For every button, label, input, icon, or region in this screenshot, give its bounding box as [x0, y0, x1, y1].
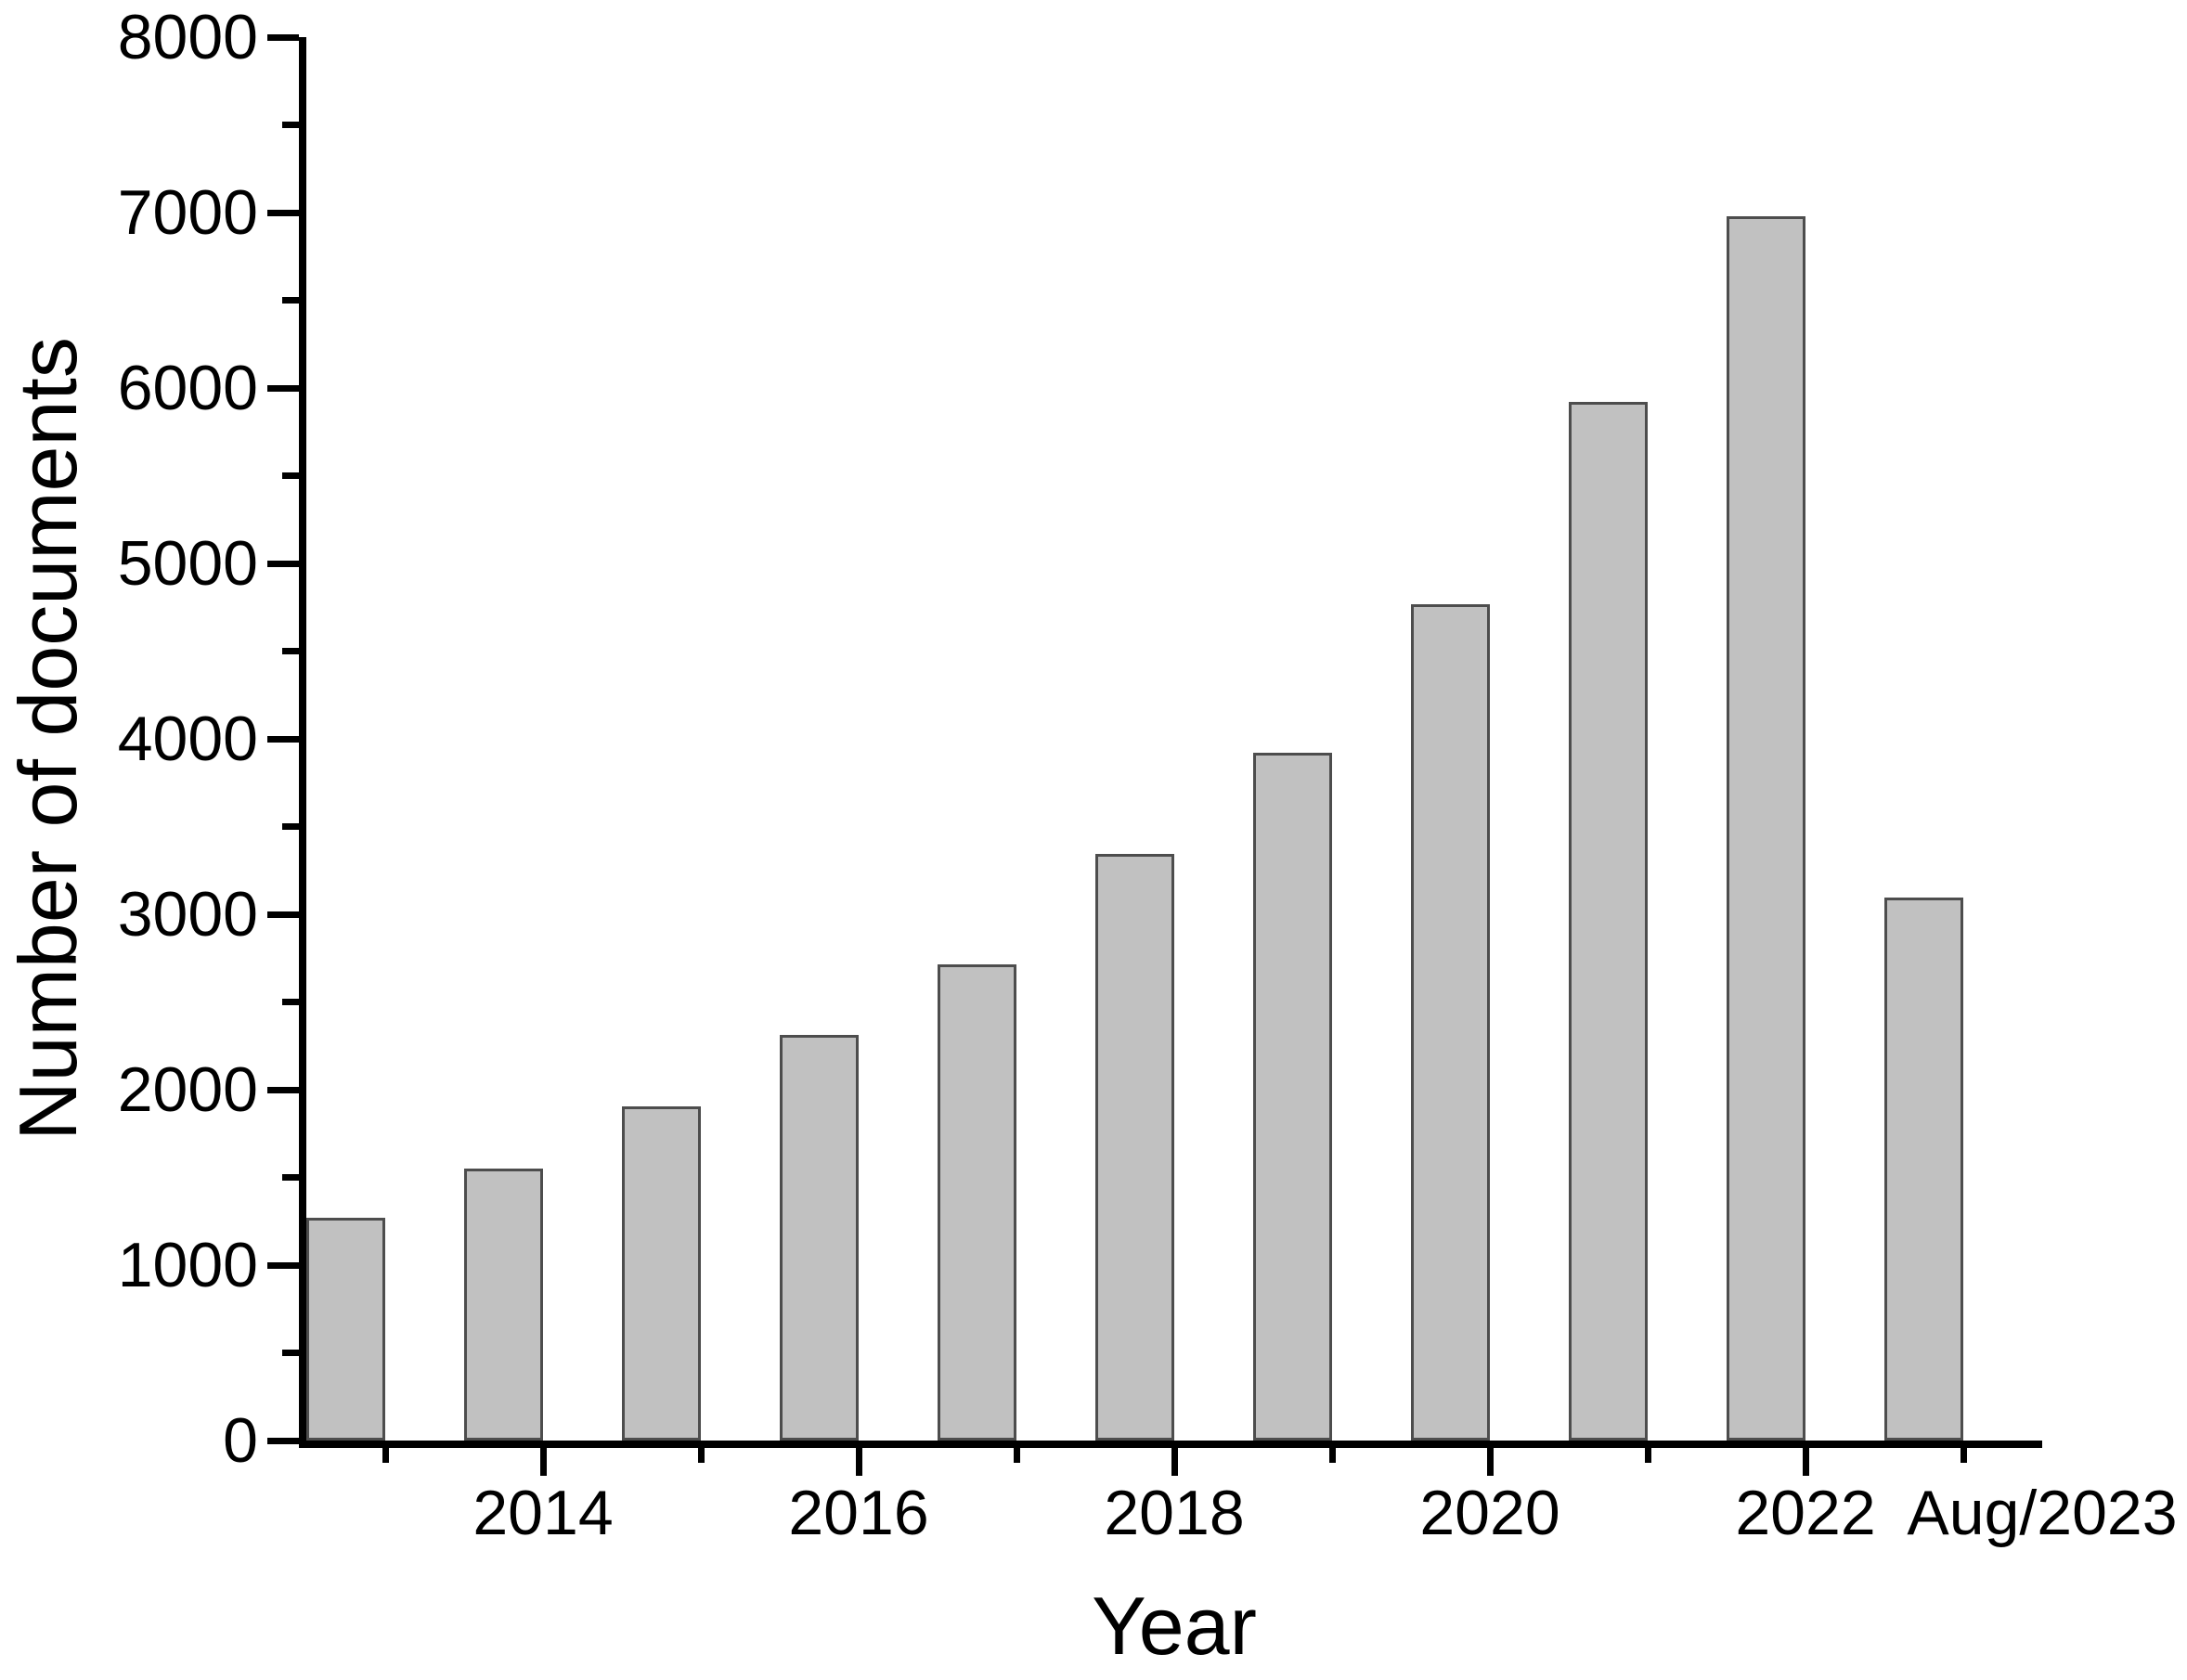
- y-minor-tick: [282, 1174, 299, 1181]
- y-major-tick: [267, 735, 299, 743]
- y-tick-label: 5000: [117, 528, 258, 599]
- bar: [1253, 753, 1332, 1441]
- y-minor-tick: [282, 122, 299, 128]
- bar: [938, 963, 1016, 1441]
- y-tick-label: 0: [223, 1405, 258, 1476]
- y-major-tick: [267, 384, 299, 392]
- x-minor-tick: [697, 1448, 705, 1463]
- y-major-tick: [267, 1261, 299, 1269]
- y-tick-label: 7000: [117, 177, 258, 248]
- x-tick-label: 2016: [788, 1478, 929, 1548]
- y-minor-tick: [282, 472, 299, 479]
- y-major-tick: [267, 1086, 299, 1093]
- x-minor-tick: [1960, 1448, 1967, 1463]
- y-tick-label: 8000: [117, 2, 258, 72]
- x-tick-label: Aug/2023: [1907, 1478, 2178, 1548]
- y-tick-label: 6000: [117, 353, 258, 423]
- y-tick-label: 2000: [117, 1054, 258, 1125]
- x-major-tick: [1486, 1448, 1494, 1476]
- x-minor-tick: [1644, 1448, 1651, 1463]
- x-minor-tick: [382, 1448, 389, 1463]
- x-tick-label: 2014: [472, 1478, 614, 1548]
- y-major-tick: [267, 33, 299, 41]
- y-tick-label: 1000: [117, 1230, 258, 1300]
- x-tick-label: 2020: [1419, 1478, 1560, 1548]
- bar: [1884, 898, 1963, 1441]
- bar: [780, 1035, 859, 1441]
- x-tick-label: 2018: [1104, 1478, 1245, 1548]
- bar: [1727, 215, 1805, 1441]
- bar: [306, 1217, 385, 1441]
- y-minor-tick: [282, 823, 299, 830]
- x-major-tick: [539, 1448, 547, 1476]
- y-minor-tick: [282, 1350, 299, 1356]
- y-tick-label: 3000: [117, 879, 258, 950]
- x-minor-tick: [1328, 1448, 1336, 1463]
- x-major-tick: [855, 1448, 862, 1476]
- y-major-tick: [267, 1437, 299, 1444]
- bar: [1569, 402, 1648, 1441]
- bar: [1095, 853, 1174, 1441]
- x-major-tick: [1171, 1448, 1178, 1476]
- y-tick-label: 4000: [117, 704, 258, 774]
- x-axis-line: [299, 1441, 2042, 1448]
- x-axis-title: Year: [1092, 1580, 1257, 1672]
- bar: [622, 1105, 701, 1441]
- x-major-tick: [1802, 1448, 1809, 1476]
- bar: [1411, 604, 1490, 1441]
- x-minor-tick: [1013, 1448, 1020, 1463]
- y-major-tick: [267, 209, 299, 216]
- x-tick-label: 2022: [1735, 1478, 1876, 1548]
- y-minor-tick: [282, 999, 299, 1005]
- y-major-tick: [267, 560, 299, 567]
- bar: [464, 1169, 543, 1441]
- plot-area: Number of documents Year 0 1000 2000 3000 40…: [2, 4, 2178, 1671]
- y-major-tick: [267, 911, 299, 918]
- y-minor-tick: [282, 648, 299, 654]
- y-minor-tick: [282, 297, 299, 304]
- y-axis-line: [299, 37, 306, 1448]
